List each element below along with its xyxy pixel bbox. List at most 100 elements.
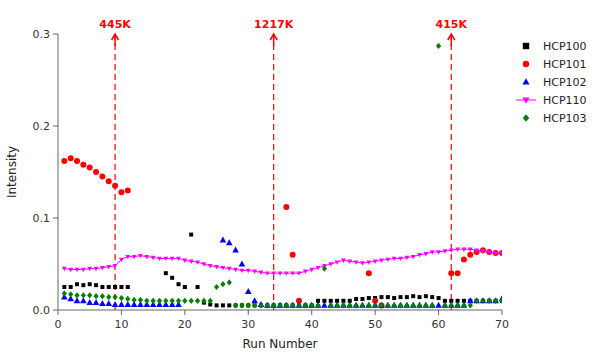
point xyxy=(176,298,181,304)
x-axis-label: Run Number xyxy=(242,337,317,351)
point xyxy=(265,302,270,308)
legend-marker xyxy=(523,114,529,122)
point xyxy=(208,298,213,304)
point xyxy=(227,303,231,307)
y-tick-label: 0.1 xyxy=(33,212,51,225)
annotation-lines xyxy=(115,34,451,310)
point xyxy=(315,302,320,308)
point xyxy=(353,302,360,308)
point xyxy=(430,250,435,254)
point xyxy=(215,303,219,307)
point xyxy=(271,302,276,308)
point xyxy=(448,270,454,276)
point xyxy=(411,255,416,259)
point xyxy=(93,299,100,305)
point xyxy=(239,260,246,266)
legend: HCP100HCP101HCP102HCP110HCP103 xyxy=(516,40,587,125)
series-line xyxy=(64,249,502,273)
point xyxy=(385,302,392,308)
annotation-arrow xyxy=(273,35,275,46)
point xyxy=(170,257,175,261)
point xyxy=(208,264,213,268)
point xyxy=(429,302,436,308)
point xyxy=(309,302,314,308)
point xyxy=(303,270,308,274)
point xyxy=(321,302,328,308)
point xyxy=(366,302,373,308)
point xyxy=(189,259,194,263)
chart: 0.00.10.20.3010203040506070Run NumberInt… xyxy=(0,0,602,356)
point xyxy=(461,302,466,308)
point xyxy=(201,262,206,266)
point xyxy=(366,260,371,264)
legend-marker xyxy=(523,43,529,49)
point xyxy=(328,262,333,266)
point xyxy=(334,302,341,308)
y-tick-label: 0.2 xyxy=(33,120,51,133)
point xyxy=(195,260,200,264)
point xyxy=(105,300,112,306)
point xyxy=(182,259,187,263)
point xyxy=(119,295,124,301)
point xyxy=(347,302,352,308)
x-tick xyxy=(248,310,249,315)
point xyxy=(252,270,257,274)
point xyxy=(392,296,396,300)
point xyxy=(296,302,303,308)
point xyxy=(417,253,422,257)
annotation-label: 1217K xyxy=(254,18,294,31)
x-tick-label: 60 xyxy=(432,318,446,331)
point xyxy=(113,264,118,268)
point xyxy=(99,300,106,306)
point xyxy=(411,294,415,298)
y-tick-label: 0.3 xyxy=(33,28,51,41)
point xyxy=(359,302,366,308)
point xyxy=(360,261,365,265)
point xyxy=(119,258,124,262)
point xyxy=(220,236,227,242)
point xyxy=(62,290,67,296)
point xyxy=(93,169,99,175)
series xyxy=(61,236,502,307)
point xyxy=(144,255,149,259)
point xyxy=(163,298,168,304)
point xyxy=(246,269,251,273)
point xyxy=(125,255,130,259)
point xyxy=(177,282,181,286)
annotation-line xyxy=(114,34,115,310)
point xyxy=(480,247,486,253)
point xyxy=(486,297,493,303)
point xyxy=(455,270,461,276)
annotation-labels: 445K1217K415K xyxy=(99,18,467,46)
point xyxy=(385,258,390,262)
point xyxy=(284,271,289,275)
point xyxy=(297,271,302,275)
point xyxy=(468,302,473,308)
point xyxy=(189,233,193,237)
point xyxy=(366,270,372,276)
point xyxy=(68,155,74,161)
point xyxy=(316,266,321,270)
point xyxy=(423,252,428,256)
point xyxy=(61,158,67,164)
point xyxy=(500,251,502,255)
point xyxy=(100,266,105,270)
point xyxy=(106,294,111,300)
point xyxy=(480,298,485,304)
point xyxy=(94,283,98,287)
point xyxy=(328,302,333,308)
point xyxy=(233,302,238,308)
point xyxy=(379,295,383,299)
y-axis-label: Intensity xyxy=(5,146,19,198)
point xyxy=(226,239,233,245)
point xyxy=(315,302,322,308)
point xyxy=(75,282,79,286)
point xyxy=(170,276,174,280)
annotation-line xyxy=(451,34,452,310)
point xyxy=(379,302,384,308)
point xyxy=(118,189,124,195)
point xyxy=(354,297,358,301)
point xyxy=(492,297,499,303)
point xyxy=(392,257,397,261)
y-tick xyxy=(53,34,58,35)
